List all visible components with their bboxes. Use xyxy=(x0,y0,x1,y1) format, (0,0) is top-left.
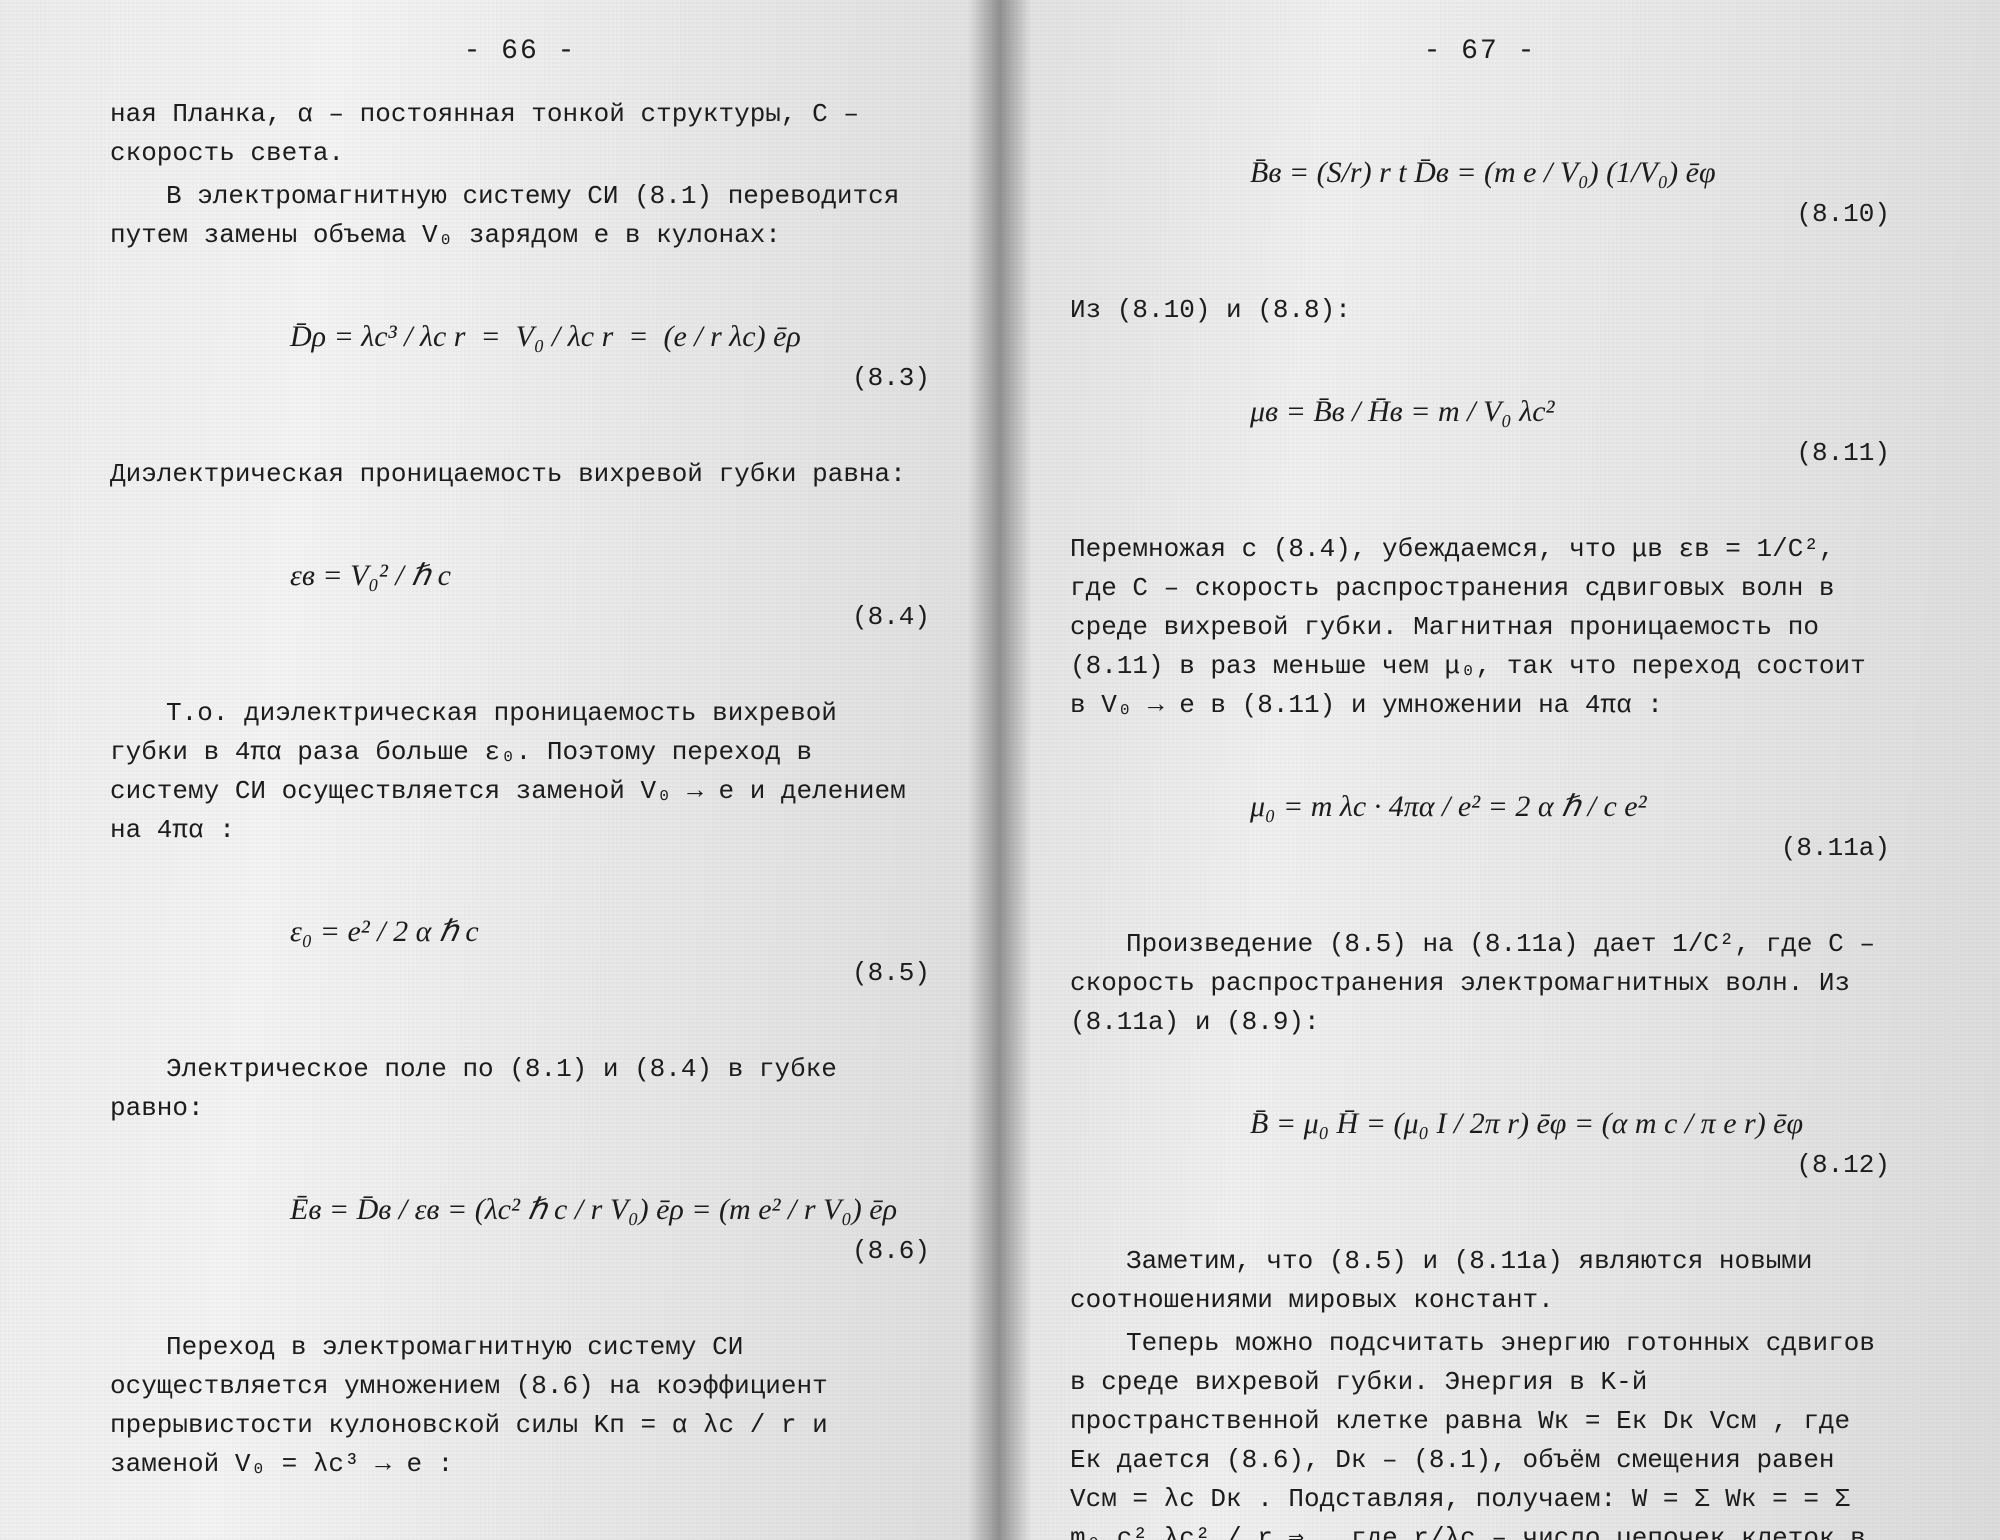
eq-8-11-tex: μв = B̄в / H̄в = m / V₀ λc² xyxy=(1250,395,1555,428)
eq-8-5: ε₀ = e² / 2 α ℏ c (8.5) xyxy=(110,854,930,1050)
page-67-body: B̄в = (S/r) r t D̄в = (m e / V₀) (1/V₀) … xyxy=(1070,95,1890,1540)
eq-8-11a-num: (8.11a) xyxy=(1781,829,1890,868)
gutter-shadow-left xyxy=(960,0,1000,1540)
eq-8-11: μв = B̄в / H̄в = m / V₀ λc² (8.11) xyxy=(1070,334,1890,530)
eq-8-6-num: (8.6) xyxy=(852,1232,930,1271)
eq-8-3: D̄ρ = λc³ / λc r = V₀ / λc r = (e / r λc… xyxy=(110,259,930,455)
eq-8-10: B̄в = (S/r) r t D̄в = (m e / V₀) (1/V₀) … xyxy=(1070,95,1890,291)
p66-4: Т.о. диэлектрическая проницаемость вихре… xyxy=(110,694,930,850)
eq-8-5-num: (8.5) xyxy=(852,954,930,993)
gutter-shadow-right xyxy=(1000,0,1040,1540)
eq-8-3-num: (8.3) xyxy=(852,359,930,398)
p66-5: Электрическое поле по (8.1) и (8.4) в гу… xyxy=(110,1050,930,1128)
page-number-left: - 66 - xyxy=(110,36,930,67)
p67-3: Произведение (8.5) на (8.11a) дает 1/C²,… xyxy=(1070,925,1890,1042)
p67-2: Перемножая с (8.4), убеждаемся, что μв ε… xyxy=(1070,530,1890,725)
eq-8-6-tex: Ēв = D̄в / εв = (λc² ℏ c / r V₀) ēρ = (m… xyxy=(290,1193,897,1226)
eq-8-10-num: (8.10) xyxy=(1796,195,1890,234)
page-66-body: ная Планка, α – постоянная тонкой структ… xyxy=(110,95,930,1540)
spread: - 66 - ная Планка, α – постоянная тонкой… xyxy=(0,0,2000,1540)
eq-8-7: E = ( e / 4π ε₀ r² ) ēρ (8.7) xyxy=(110,1488,930,1540)
eq-8-12-num: (8.12) xyxy=(1796,1146,1890,1185)
eq-8-4-num: (8.4) xyxy=(852,598,930,637)
eq-8-12: B̄ = μ₀ H̄ = (μ₀ I / 2π r) ēφ = (α m c /… xyxy=(1070,1046,1890,1242)
p66-2: В электромагнитную систему СИ (8.1) пере… xyxy=(110,177,930,255)
eq-8-12-tex: B̄ = μ₀ H̄ = (μ₀ I / 2π r) ēφ = (α m c /… xyxy=(1250,1107,1803,1140)
page-67: - 67 - B̄в = (S/r) r t D̄в = (m e / V₀) … xyxy=(1000,0,2000,1540)
eq-8-3-tex: D̄ρ = λc³ / λc r = V₀ / λc r = (e / r λc… xyxy=(290,320,801,353)
eq-8-11a-tex: μ₀ = m λc · 4πα / e² = 2 α ℏ / c e² xyxy=(1250,790,1647,823)
p67-1: Из (8.10) и (8.8): xyxy=(1070,291,1890,330)
p67-5: Теперь можно подсчитать энергию готонных… xyxy=(1070,1324,1890,1540)
eq-8-11-num: (8.11) xyxy=(1796,434,1890,473)
page-66: - 66 - ная Планка, α – постоянная тонкой… xyxy=(0,0,1000,1540)
p66-6: Переход в электромагнитную систему СИ ос… xyxy=(110,1328,930,1484)
p67-4: Заметим, что (8.5) и (8.11a) являются но… xyxy=(1070,1242,1890,1320)
eq-8-6: Ēв = D̄в / εв = (λc² ℏ c / r V₀) ēρ = (m… xyxy=(110,1132,930,1328)
p66-3: Диэлектрическая проницаемость вихревой г… xyxy=(110,455,930,494)
p66-1: ная Планка, α – постоянная тонкой структ… xyxy=(110,95,930,173)
eq-8-10-tex: B̄в = (S/r) r t D̄в = (m e / V₀) (1/V₀) … xyxy=(1250,156,1716,189)
eq-8-5-tex: ε₀ = e² / 2 α ℏ c xyxy=(290,915,479,948)
page-number-right: - 67 - xyxy=(1070,36,1890,67)
eq-8-4: εв = V₀² / ℏ c (8.4) xyxy=(110,498,930,694)
eq-8-11a: μ₀ = m λc · 4πα / e² = 2 α ℏ / c e² (8.1… xyxy=(1070,729,1890,925)
eq-8-4-tex: εв = V₀² / ℏ c xyxy=(290,559,451,592)
